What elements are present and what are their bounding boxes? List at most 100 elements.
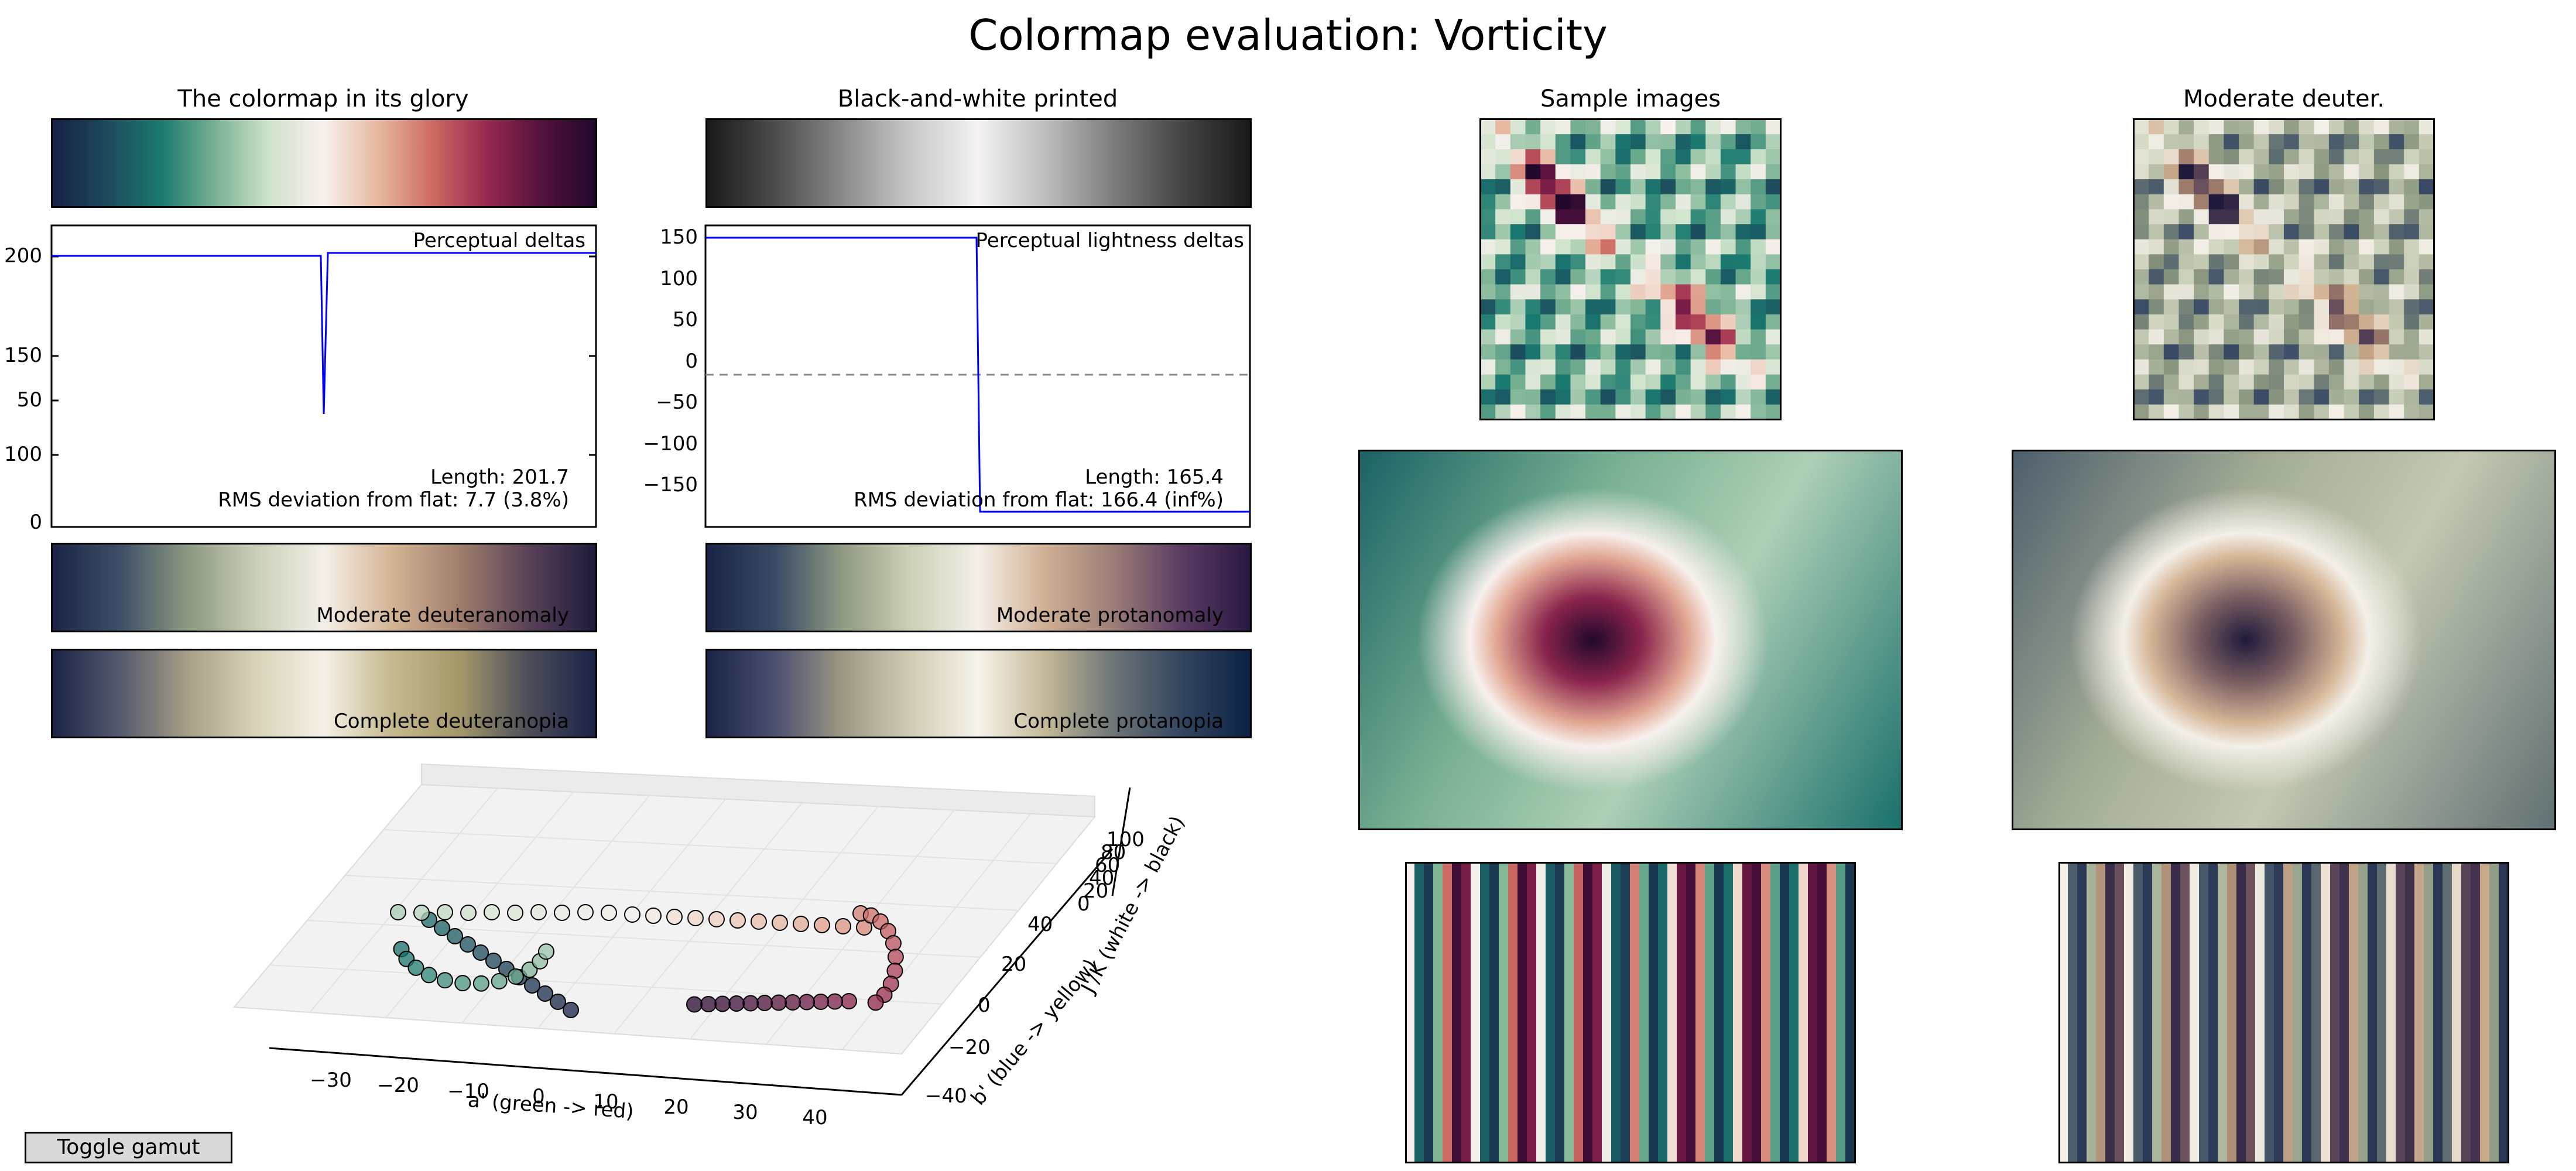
- deuter-panel-title: Moderate deuter.: [2183, 85, 2385, 112]
- complete-deuteranopia-label: Complete deuteranopia: [334, 710, 569, 733]
- gamut-point: [756, 995, 773, 1011]
- gamut-point: [813, 994, 829, 1010]
- gamut-point: [742, 995, 759, 1012]
- xtick-label: 0: [532, 1085, 545, 1108]
- gamut-x-axis: [269, 1047, 902, 1096]
- deuter-terrain-image: [2012, 450, 2556, 830]
- gamut-point: [563, 1002, 579, 1018]
- gamut-point: [436, 972, 453, 989]
- gamut-point: [772, 915, 788, 931]
- gamut-point: [554, 905, 570, 921]
- ytick-label: 150: [4, 344, 42, 367]
- gamut-point: [550, 994, 566, 1010]
- deltas-rms: RMS deviation from flat: 7.7 (3.8%): [218, 488, 569, 512]
- gamut-point: [434, 920, 450, 936]
- gamut-point: [885, 935, 902, 952]
- gamut-point: [867, 994, 884, 1011]
- gamut-point: [601, 905, 617, 921]
- lightness-deltas-plot: 150 100 50 0 −50 −100 −150 Perceptual li…: [644, 224, 1251, 528]
- gamut-point: [714, 995, 731, 1012]
- gamut-point: [507, 968, 524, 985]
- sample-pixel-image: [1479, 118, 1782, 420]
- gamut-point: [472, 944, 489, 961]
- deltas-length: Length: 201.7: [430, 465, 569, 489]
- gamut-back-pane: [421, 763, 1095, 818]
- complete-protanopia-bar: Complete protanopia: [705, 649, 1252, 738]
- gamut-point: [887, 949, 904, 965]
- gamut-point: [624, 906, 640, 923]
- xtick-label: −30: [310, 1069, 352, 1092]
- gamut-point: [770, 994, 787, 1011]
- gamut-point: [485, 953, 502, 969]
- sample-pattern-image: [1405, 862, 1856, 1163]
- lightness-length: Length: 165.4: [1085, 465, 1224, 489]
- gamut-point: [390, 904, 406, 920]
- gamut-point: [827, 993, 843, 1010]
- gamut-point: [751, 913, 767, 930]
- ztick-label: 40: [1089, 867, 1114, 890]
- ztick-label: 60: [1095, 854, 1120, 877]
- gamut-point: [447, 928, 463, 944]
- ztick-label: 80: [1101, 841, 1126, 864]
- gamut-point: [507, 905, 523, 921]
- ytick-label: 150: [660, 225, 698, 249]
- ytick-label: −50: [656, 391, 698, 414]
- deltas-label: Perceptual deltas: [413, 229, 585, 252]
- gamut-point: [666, 909, 683, 925]
- complete-deuteranopia-bar: Complete deuteranopia: [51, 649, 597, 738]
- gamut-z-axis: [1111, 787, 1131, 896]
- gamut-point: [686, 996, 703, 1013]
- colormap-bar: [51, 118, 597, 208]
- gamut-point: [577, 904, 594, 920]
- gamut-point: [785, 994, 801, 1011]
- deuter-pixel-image: [2133, 118, 2435, 420]
- gamut-point: [537, 985, 553, 1002]
- samples-panel-title: Sample images: [1540, 85, 1721, 112]
- ytick-label: 0: [29, 511, 42, 533]
- gamut-point: [645, 908, 662, 924]
- gamut-point: [687, 910, 704, 926]
- bw-panel-title: Black-and-white printed: [837, 85, 1118, 112]
- gamut-point: [472, 975, 489, 992]
- ztick-label: 20: [1083, 879, 1108, 903]
- toggle-gamut-button[interactable]: Toggle gamut: [25, 1132, 232, 1163]
- complete-protanopia-label: Complete protanopia: [1013, 710, 1224, 733]
- xtick-label: 10: [593, 1090, 618, 1114]
- lightness-line: [705, 237, 1250, 513]
- xtick-label: −10: [447, 1080, 489, 1103]
- gamut-point: [728, 995, 745, 1012]
- xtick-label: 30: [732, 1101, 758, 1124]
- moderate-deuteranomaly-label: Moderate deuteranomaly: [316, 604, 570, 627]
- gamut-point: [484, 904, 500, 920]
- lightness-rms: RMS deviation from flat: 166.4 (inf%): [854, 488, 1224, 512]
- gamut-point: [460, 905, 477, 921]
- xtick-label: 20: [663, 1095, 688, 1119]
- gamut-3d-plot: −30 −20 −10 0 10 20 30 40 a' (green -> r…: [232, 763, 1190, 1129]
- deuter-pattern-image: [2058, 862, 2509, 1163]
- ztick-label: 0: [1077, 892, 1090, 916]
- gamut-y-axis: [900, 848, 1114, 1095]
- sample-terrain-image: [1358, 450, 1903, 830]
- ytick-label: 50: [673, 308, 698, 331]
- gamut-point: [407, 959, 424, 976]
- ytick-label: 0: [685, 350, 698, 373]
- gamut-point: [524, 977, 540, 994]
- ytick-label: 20: [1001, 953, 1026, 976]
- ytick-label: 100: [660, 267, 698, 290]
- xtick-label: −20: [377, 1074, 419, 1097]
- lightness-label: Perceptual lightness deltas: [976, 229, 1245, 252]
- moderate-deuteranomaly-bar: Moderate deuteranomaly: [51, 543, 597, 632]
- gamut-points: [390, 904, 904, 1018]
- gamut-point: [413, 905, 430, 921]
- moderate-protanomaly-bar: Moderate protanomaly: [705, 543, 1252, 632]
- ytick-label: 100: [4, 443, 42, 466]
- ytick-label: −150: [644, 473, 698, 497]
- gamut-point: [729, 912, 746, 929]
- figure-title: Colormap evaluation: Vorticity: [968, 11, 1608, 60]
- grayscale-bar: [705, 118, 1252, 208]
- gamut-point: [835, 918, 851, 934]
- gamut-floor-pane: [232, 783, 1097, 1055]
- gamut-point: [460, 936, 476, 953]
- deltas-line: [52, 252, 596, 415]
- ytick-label: 50: [17, 388, 42, 412]
